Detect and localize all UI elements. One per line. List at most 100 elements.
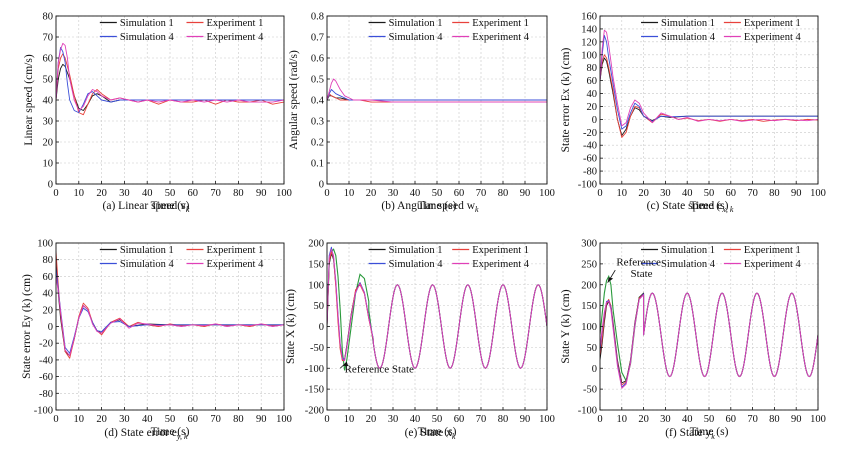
y-axis-label: Angular speed (rad/s)	[288, 50, 300, 150]
legend-label: Simulation 4	[120, 32, 175, 43]
x-tick-label: 80	[498, 414, 509, 425]
chart-panel-1: 0 10 20 30 40 50 60 70 80 90 100 0 10 20 30 40 50 60 70 80 T…	[23, 12, 292, 215]
y-tick-label: 50	[587, 343, 598, 354]
y-tick-label: 60	[587, 76, 598, 87]
series-line-experiment-4	[600, 292, 818, 389]
x-tick-label: 20	[96, 188, 107, 199]
x-tick-label: 20	[96, 414, 107, 425]
legend-label: Experiment 1	[744, 18, 801, 29]
y-tick-label: -60	[39, 372, 53, 383]
x-axis-label: Time (s)	[151, 426, 190, 438]
x-tick-label: 30	[119, 414, 130, 425]
legend-label: Experiment 4	[744, 32, 802, 43]
caption-subscript: x, k	[721, 205, 734, 214]
y-tick-label: 60	[43, 272, 54, 283]
x-tick-label: 90	[791, 188, 802, 199]
annotation-label: Reference State	[345, 363, 414, 375]
series-group	[600, 274, 818, 389]
legend-label: Experiment 4	[744, 259, 802, 270]
x-tick-label: 20	[638, 414, 649, 425]
legend-label: Simulation 1	[120, 18, 174, 29]
caption-subscript: k	[186, 205, 190, 214]
x-axis-label: Time (s)	[418, 426, 457, 438]
x-tick-label: 100	[810, 188, 826, 199]
chart-panel-6: 0 10 20 30 40 50 60 70 80 90 100 -100 -50 0 50 100 150 20…	[560, 239, 826, 442]
y-tick-label: 80	[43, 255, 54, 266]
series-group	[600, 29, 818, 138]
y-tick-label: 0	[592, 115, 597, 126]
legend-label: Experiment 1	[472, 245, 529, 256]
y-tick-label: 200	[308, 239, 324, 250]
annotation-arrowhead	[607, 277, 614, 283]
x-tick-label: 10	[344, 414, 355, 425]
series-line-experiment-4	[327, 78, 547, 103]
legend-label: Simulation 1	[661, 245, 715, 256]
caption-subscript: k	[452, 432, 456, 441]
y-tick-label: 10	[43, 159, 54, 170]
caption-main: (a) Linear speed v	[103, 200, 187, 212]
x-tick-label: 70	[747, 188, 758, 199]
series-line-simulation-1	[600, 292, 818, 384]
series-line-experiment-1	[600, 54, 818, 138]
y-tick-label: -100	[34, 406, 53, 417]
y-tick-label: 300	[581, 239, 597, 250]
y-tick-label: 70	[43, 33, 54, 44]
series-group	[327, 78, 547, 103]
legend-label: Experiment 4	[472, 259, 530, 270]
y-tick-label: -40	[583, 141, 597, 152]
x-tick-label: 20	[366, 414, 377, 425]
y-axis-label: State error Ey (k) (cm)	[21, 274, 33, 379]
x-tick-label: 40	[410, 414, 421, 425]
x-tick-label: 30	[119, 188, 130, 199]
y-tick-label: 0.6	[311, 54, 324, 65]
x-tick-label: 80	[769, 188, 780, 199]
y-tick-label: 20	[43, 305, 54, 316]
panel-caption: (f) State yk	[665, 427, 715, 441]
x-tick-label: 30	[388, 414, 399, 425]
x-tick-label: 100	[539, 188, 555, 199]
y-tick-label: 0.4	[311, 96, 325, 107]
y-tick-label: 0.8	[311, 12, 324, 23]
panel-caption: (d) State error ey, k	[104, 427, 188, 441]
y-tick-label: -60	[583, 154, 597, 165]
y-tick-label: 40	[43, 289, 54, 300]
y-tick-label: 200	[581, 280, 597, 291]
x-tick-label: 40	[682, 414, 693, 425]
y-tick-label: 0.3	[311, 117, 324, 128]
y-tick-label: -80	[583, 167, 597, 178]
legend-label: Simulation 1	[661, 18, 715, 29]
x-tick-label: 0	[53, 414, 58, 425]
y-tick-label: 250	[581, 259, 597, 270]
y-tick-label: -100	[578, 180, 597, 191]
series-group	[56, 251, 284, 359]
x-tick-label: 10	[74, 414, 85, 425]
x-axis-label: Time (s)	[690, 426, 729, 438]
annotation-arrowhead	[342, 361, 349, 367]
x-tick-label: 50	[704, 188, 715, 199]
x-tick-label: 60	[454, 188, 465, 199]
y-tick-label: 0	[592, 364, 597, 375]
x-tick-label: 30	[660, 188, 671, 199]
chart-panel-2: 0 10 20 30 40 50 60 70 80 90 100 0 0.1 0.2 0.3 0.4 0.5 0.…	[288, 12, 555, 215]
x-tick-label: 50	[165, 414, 176, 425]
x-tick-label: 10	[344, 188, 355, 199]
legend-label: Experiment 1	[206, 18, 263, 29]
caption-main: (f) State y	[665, 427, 711, 439]
x-tick-label: 10	[617, 188, 628, 199]
legend-label: Experiment 4	[206, 259, 264, 270]
x-tick-label: 0	[324, 188, 329, 199]
x-tick-label: 40	[142, 414, 153, 425]
legend-label: Simulation 1	[120, 245, 174, 256]
x-tick-label: 50	[704, 414, 715, 425]
y-tick-label: 20	[43, 138, 54, 149]
caption-main: (c) State speed e	[647, 200, 723, 212]
annotation-label: State	[631, 268, 653, 280]
y-tick-label: 160	[581, 12, 597, 23]
y-tick-label: 140	[581, 24, 597, 35]
x-tick-label: 60	[454, 414, 465, 425]
x-tick-label: 90	[256, 188, 267, 199]
y-tick-label: 100	[308, 280, 324, 291]
series-line-simulation-4	[56, 47, 284, 114]
x-tick-label: 0	[597, 414, 602, 425]
